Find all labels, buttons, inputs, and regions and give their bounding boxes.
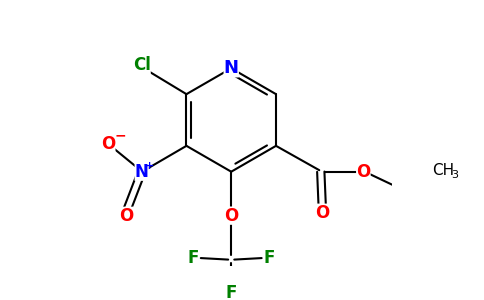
- Text: F: F: [226, 284, 237, 300]
- Text: +: +: [145, 160, 154, 171]
- Text: −: −: [115, 128, 126, 142]
- Text: O: O: [120, 207, 134, 225]
- Text: F: F: [187, 249, 199, 267]
- Text: 3: 3: [451, 170, 458, 180]
- Text: N: N: [224, 59, 239, 77]
- Text: O: O: [101, 135, 115, 153]
- Text: CH: CH: [432, 163, 454, 178]
- Text: Cl: Cl: [133, 56, 151, 74]
- Text: O: O: [224, 207, 238, 225]
- Text: O: O: [356, 163, 370, 181]
- Text: O: O: [315, 204, 330, 222]
- Text: N: N: [135, 163, 149, 181]
- Text: F: F: [264, 249, 275, 267]
